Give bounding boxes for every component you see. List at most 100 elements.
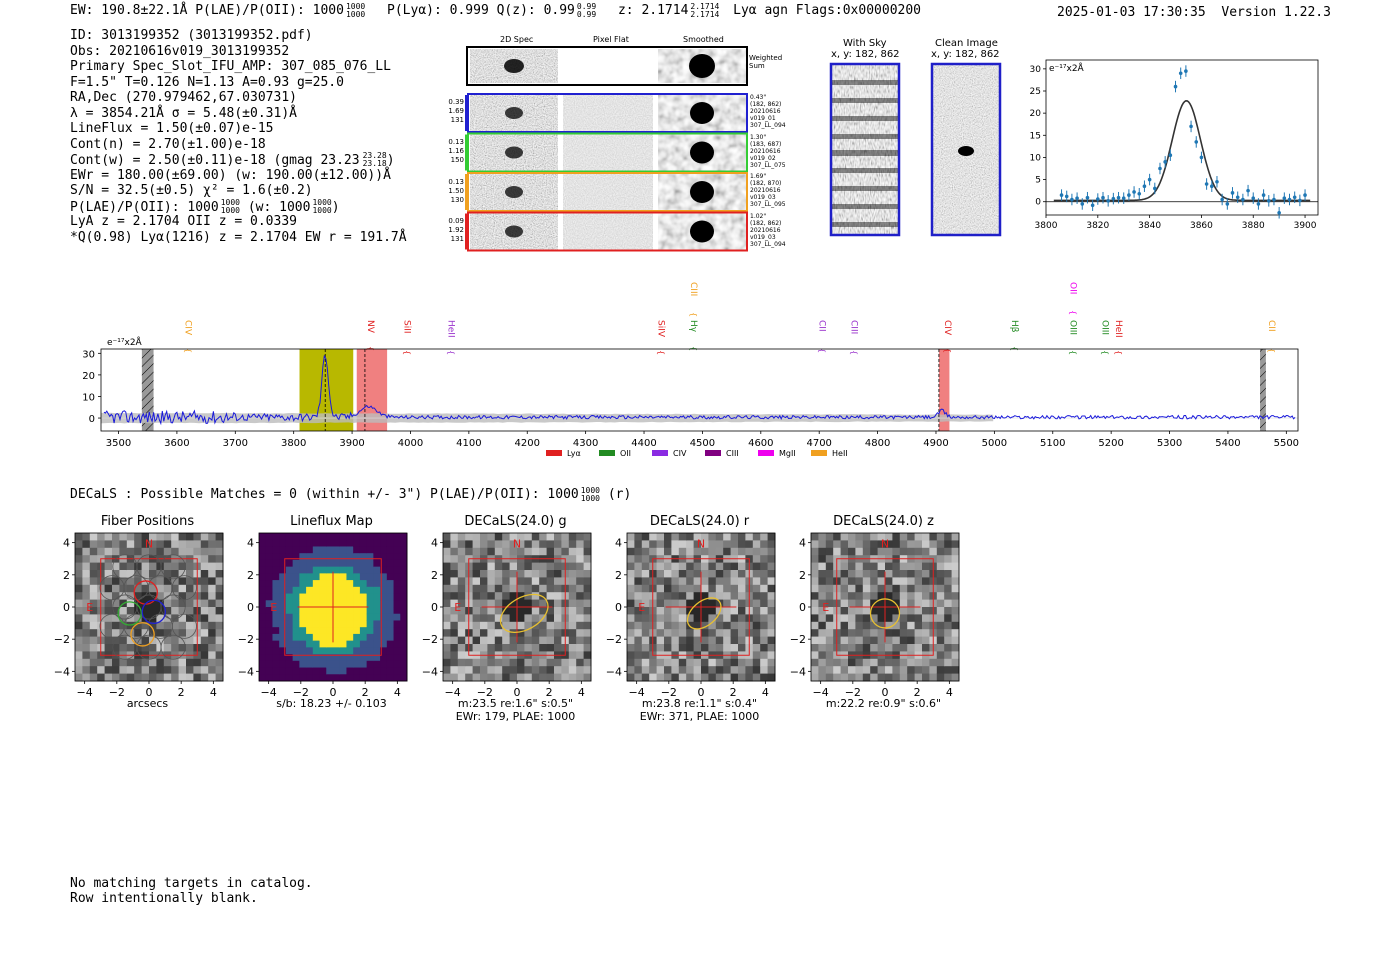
stamp-pixel (178, 644, 187, 652)
cutout-pixel-flat (563, 95, 653, 131)
flux-pixel (386, 667, 395, 675)
flux-pixel (306, 640, 314, 648)
stamp-pixel (208, 592, 217, 601)
stamp-pixel (546, 570, 555, 578)
stamp-pixel (576, 577, 585, 586)
stamp-pixel (634, 584, 643, 593)
flux-pixel (319, 633, 327, 642)
flux-pixel (299, 566, 307, 574)
stamp-caption: arcsecs (126, 697, 169, 710)
flux-pixel (393, 607, 401, 615)
stamp-pixel (708, 614, 717, 623)
stamp-pixel (472, 540, 481, 549)
stamp-pixel (583, 666, 592, 675)
col-header-pixel-flat: Pixel Flat (593, 35, 629, 44)
stamp-xtick-label: 2 (362, 686, 369, 699)
flux-pixel (306, 627, 314, 635)
stamp-pixel (855, 584, 864, 593)
stamp-pixel (443, 555, 451, 564)
stamp-pixel (517, 621, 525, 630)
flux-pixel (285, 674, 294, 682)
flux-pixel (272, 559, 280, 568)
stamp-pixel (907, 540, 916, 549)
stamp-pixel (487, 547, 496, 556)
flux-pixel (373, 620, 381, 628)
flux-pixel (272, 593, 280, 601)
stamp-pixel (708, 621, 717, 630)
stamp-pixel (149, 629, 157, 638)
stamp-pixel (215, 658, 224, 667)
stamp-pixel (554, 533, 562, 541)
stamp-pixel (848, 658, 856, 667)
flux-pixel (265, 660, 273, 669)
stamp-pixel (126, 607, 135, 615)
flux-pixel (306, 600, 314, 608)
stamp-pixel (186, 592, 194, 601)
flux-pixel (373, 667, 381, 675)
flux-pixel (279, 674, 287, 682)
stamp-pixel (951, 673, 960, 682)
stamp-pixel (465, 658, 474, 667)
stamp-pixel (134, 607, 143, 615)
stamp-pixel (723, 562, 732, 571)
flux-pixel (393, 553, 401, 561)
stamp-pixel (899, 592, 908, 601)
flux-pixel (312, 586, 321, 595)
flux-pixel (339, 613, 347, 621)
stamp-pixel (686, 629, 695, 638)
flux-pixel (380, 607, 388, 615)
stamp-pixel (870, 577, 879, 586)
flux-pixel (265, 600, 273, 608)
stamp-pixel (730, 562, 739, 571)
stamp-xtick-label: 2 (546, 686, 553, 699)
stamp-pixel (907, 577, 916, 586)
flux-pixel (312, 593, 321, 601)
stamp-pixel (119, 562, 128, 571)
stamp-pixel (678, 636, 687, 645)
flux-pixel (292, 553, 300, 561)
stamp-pixel (200, 547, 209, 556)
stamp-pixel (546, 666, 555, 675)
stamp-pixel (450, 666, 459, 675)
stamp-pixel (678, 562, 687, 571)
stamp-pixel (922, 666, 930, 675)
info-contw-text: Cont(w) = 2.50(±0.11)e-18 (gmag 23.23 (70, 153, 360, 168)
flux-pixel (359, 593, 368, 601)
stamp-pixel (914, 658, 923, 667)
stamp-pixel (907, 584, 916, 593)
fit-data-point (1235, 195, 1240, 200)
col-header-smoothed: Smoothed (683, 35, 724, 44)
flux-pixel (265, 620, 273, 628)
spectrum-ytick-label: 10 (82, 392, 95, 403)
stamp-pixel (531, 636, 540, 645)
flux-pixel (312, 667, 321, 675)
stamp-pixel (641, 666, 650, 675)
spectrum-line-brace: { (1068, 350, 1077, 355)
flux-pixel (400, 593, 408, 601)
flux-pixel (312, 573, 321, 581)
flux-pixel (319, 573, 327, 581)
stamp-pixel (862, 666, 871, 675)
stamp-pixel (767, 533, 776, 541)
row2-r4: v019_02 (750, 155, 776, 162)
stamp-pixel (156, 614, 165, 623)
flux-pixel (326, 633, 334, 642)
stamp-pixel (134, 666, 143, 675)
stamp-pixel (745, 673, 754, 682)
stamp-pixel (701, 666, 709, 675)
stamp-pixel (907, 592, 916, 601)
stamp-pixel (457, 636, 466, 645)
stamp-pixel (171, 562, 180, 571)
spectrum-line-label: OII (1067, 282, 1077, 294)
stamp-pixel (885, 562, 893, 571)
stamp-pixel (208, 636, 217, 645)
flux-pixel (326, 559, 334, 568)
cutout-row-marker (465, 95, 468, 131)
stamp-pixel (75, 636, 83, 645)
stamp-pixel (767, 540, 776, 549)
stamp-pixel (89, 533, 98, 541)
stamp-pixel (517, 540, 525, 549)
spectrum-line-brace: { (447, 350, 456, 355)
stamp-xtick-label: −2 (477, 686, 493, 699)
stamp-pixel (82, 666, 91, 675)
